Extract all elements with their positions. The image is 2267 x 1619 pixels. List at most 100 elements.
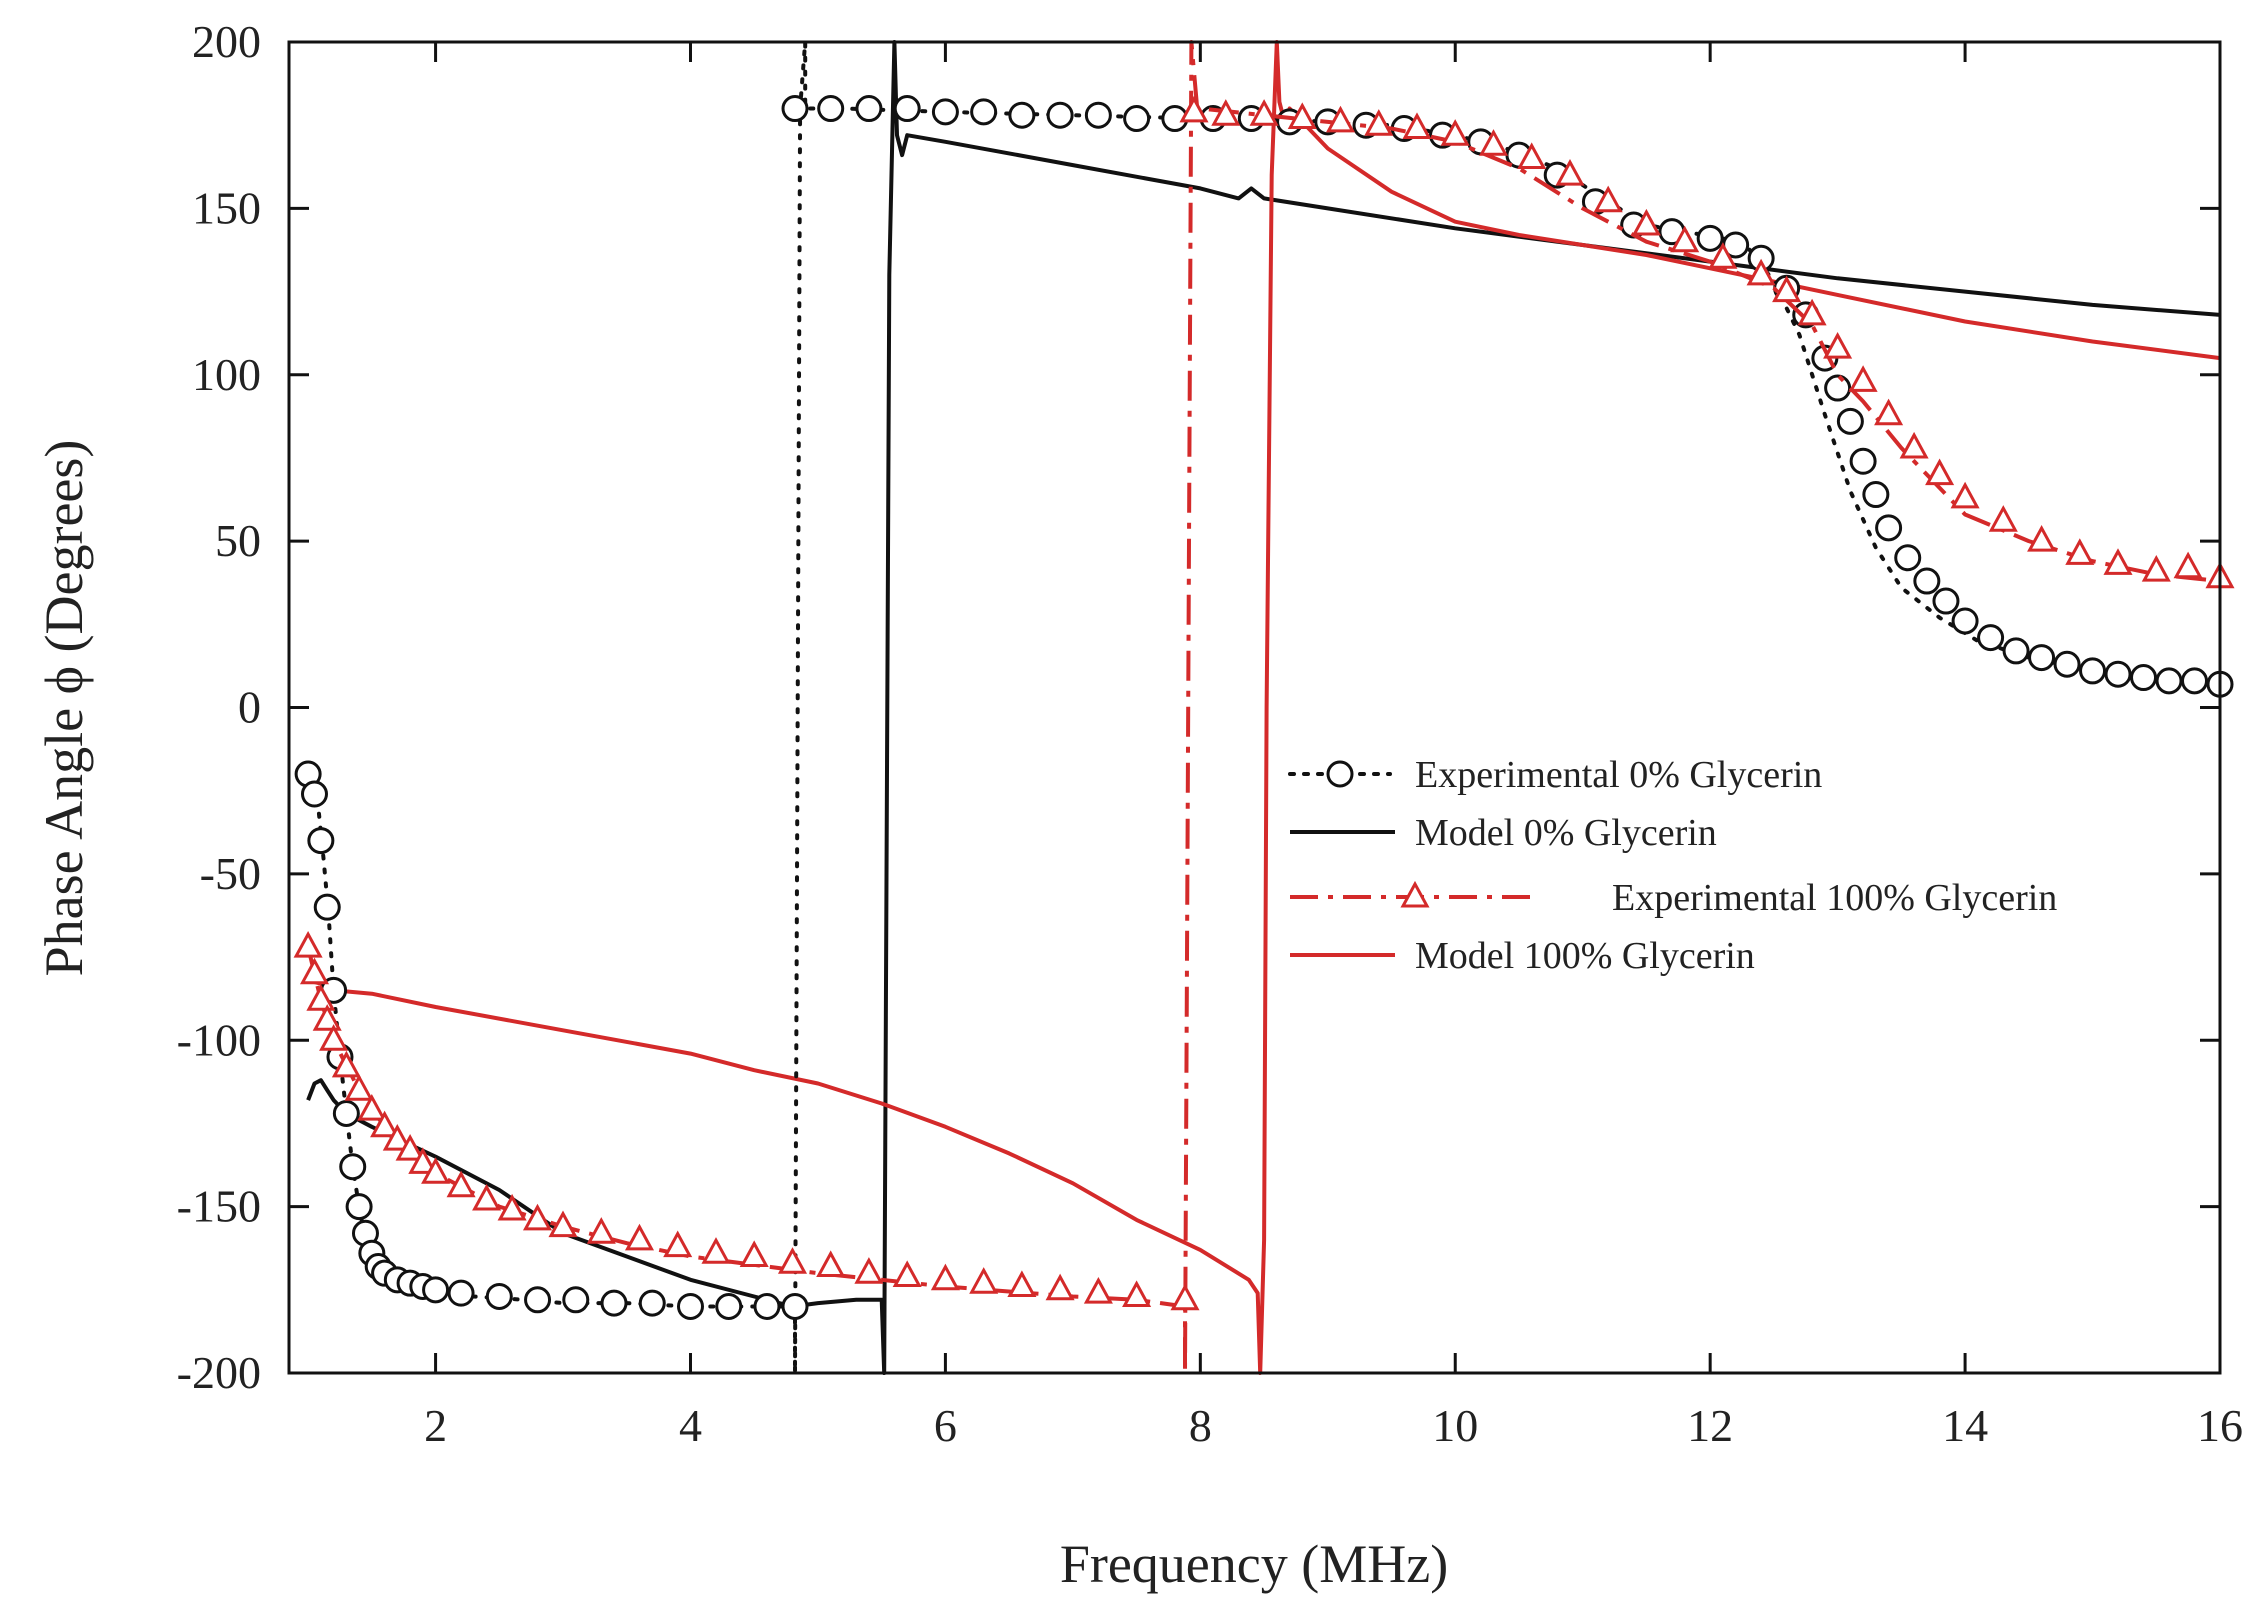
legend-entry-model-100: Model 100% Glycerin xyxy=(1290,935,1755,977)
legend-label-model-0: Model 0% Glycerin xyxy=(1415,812,1717,854)
series-0 xyxy=(294,40,2234,1375)
data-point xyxy=(1170,1283,1200,1311)
data-point xyxy=(382,1123,412,1151)
data-point xyxy=(1123,105,1151,133)
data-point xyxy=(522,1203,553,1231)
series-2 xyxy=(293,40,2235,1375)
tick-labels: 2 4 6 8 10 12 14 16 -200 -150 -100 -50 0 50 100 150 200 xyxy=(177,16,2243,1451)
series-1 xyxy=(306,40,2221,1375)
data-point xyxy=(676,1292,704,1320)
data-point xyxy=(1555,158,1585,186)
data-point xyxy=(781,1292,809,1320)
legend-marker-exp-100 xyxy=(1400,880,1430,908)
data-point xyxy=(332,1099,360,1127)
data-point xyxy=(395,1133,425,1161)
data-point xyxy=(446,1170,476,1198)
data-point xyxy=(2002,637,2030,665)
data-point xyxy=(1593,185,1623,213)
data-point xyxy=(1875,514,1903,542)
data-point xyxy=(777,1247,808,1274)
data-point xyxy=(1862,481,1890,509)
x-tick-label: 10 xyxy=(1432,1400,1478,1451)
data-point xyxy=(1874,398,1904,426)
data-point xyxy=(2130,664,2158,692)
data-point xyxy=(1950,481,1980,509)
legend-entry-exp-100: Experimental 100% Glycerin xyxy=(1290,877,2057,919)
data-point xyxy=(739,1240,769,1267)
data-point xyxy=(2079,657,2107,685)
data-point xyxy=(472,1183,502,1211)
data-point xyxy=(1084,101,1112,129)
data-point xyxy=(548,1210,578,1238)
data-point xyxy=(781,95,809,123)
data-point xyxy=(485,1282,513,1310)
data-point xyxy=(1894,544,1922,572)
y-tick-label: 150 xyxy=(192,182,261,233)
legend-label-model-100: Model 100% Glycerin xyxy=(1415,935,1755,977)
data-point xyxy=(1951,607,1979,635)
data-point xyxy=(319,1024,349,1051)
data-point xyxy=(1932,587,1960,615)
data-point xyxy=(1772,275,1802,303)
data-point xyxy=(969,1267,999,1294)
x-tick-label: 16 xyxy=(2197,1400,2243,1451)
data-point xyxy=(970,98,998,126)
data-point xyxy=(1824,374,1852,402)
data-point xyxy=(1325,105,1356,133)
data-point xyxy=(2027,524,2057,552)
data-point xyxy=(293,930,323,958)
data-point xyxy=(421,1157,451,1184)
legend-marker-exp-0 xyxy=(1326,760,1354,788)
data-point xyxy=(753,1292,781,1320)
data-point xyxy=(1977,624,2005,652)
data-point xyxy=(1402,112,1432,139)
data-point xyxy=(1364,109,1394,136)
data-point xyxy=(1287,102,1317,129)
data-point xyxy=(422,1276,450,1304)
data-point xyxy=(893,95,921,123)
data-point xyxy=(408,1147,438,1174)
y-tick-label: 200 xyxy=(192,16,261,67)
y-tick-label: -50 xyxy=(200,848,261,899)
data-point xyxy=(524,1286,552,1314)
data-point xyxy=(306,984,336,1011)
data-point xyxy=(638,1289,666,1317)
data-point xyxy=(817,95,845,123)
data-point xyxy=(1517,142,1547,169)
y-tick-label: 100 xyxy=(192,349,261,400)
data-point xyxy=(1696,224,1724,252)
x-tick-label: 12 xyxy=(1687,1400,1733,1451)
x-axis-title: Frequency (MHz) xyxy=(1060,1534,1448,1594)
data-point xyxy=(313,893,341,921)
data-point xyxy=(854,1257,884,1284)
data-point xyxy=(1988,505,2018,532)
x-tick-label: 6 xyxy=(934,1400,957,1451)
plot-series xyxy=(293,40,2235,1375)
data-point xyxy=(345,1193,373,1221)
data-point xyxy=(1008,101,1036,129)
data-point xyxy=(339,1153,367,1181)
data-point xyxy=(1122,1280,1152,1307)
data-point xyxy=(701,1237,731,1264)
data-point xyxy=(447,1279,475,1307)
data-point xyxy=(2141,554,2171,582)
x-tick-label: 14 xyxy=(1942,1400,1988,1451)
data-point xyxy=(1179,95,1209,123)
data-point xyxy=(931,98,959,126)
data-point xyxy=(1849,447,1877,475)
legend-entry-model-0: Model 0% Glycerin xyxy=(1290,812,1717,854)
data-point xyxy=(1211,99,1241,126)
data-point xyxy=(1848,365,1878,392)
data-point xyxy=(1440,119,1470,146)
series-line xyxy=(306,40,2221,1375)
data-point xyxy=(370,1110,400,1138)
data-point xyxy=(2103,548,2133,575)
data-point xyxy=(2028,644,2056,672)
data-point xyxy=(1007,1270,1037,1297)
data-point xyxy=(2181,667,2209,695)
y-tick-label: 0 xyxy=(238,682,261,733)
data-point xyxy=(663,1230,693,1258)
data-point xyxy=(357,1093,387,1121)
data-point xyxy=(930,1263,960,1291)
